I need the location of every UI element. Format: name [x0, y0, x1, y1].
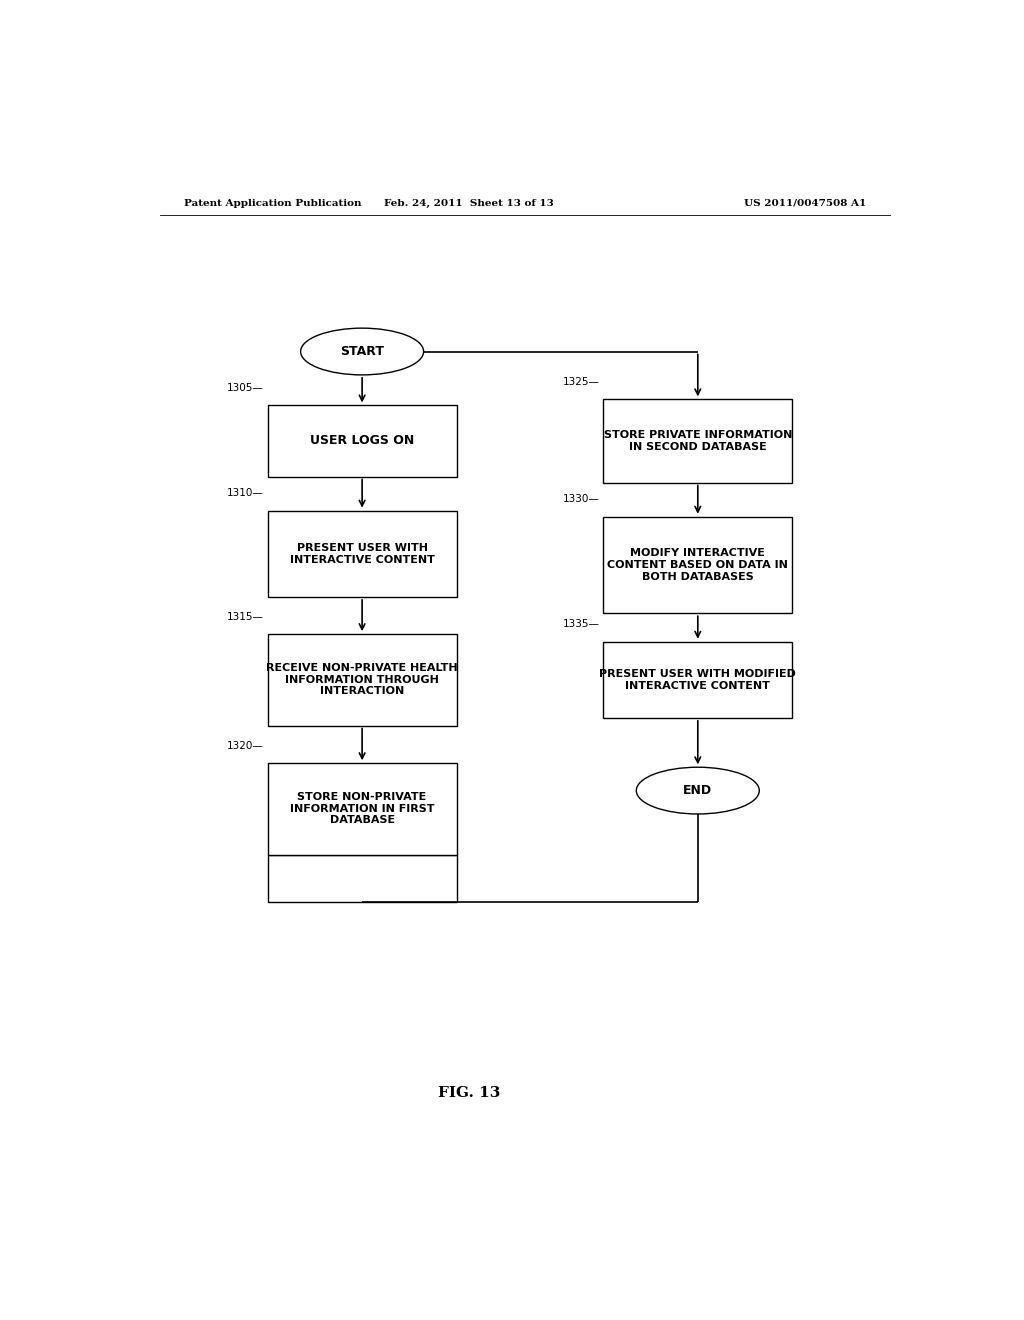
- Ellipse shape: [301, 329, 424, 375]
- Ellipse shape: [636, 767, 760, 814]
- Text: STORE NON-PRIVATE
INFORMATION IN FIRST
DATABASE: STORE NON-PRIVATE INFORMATION IN FIRST D…: [290, 792, 434, 825]
- Text: 1310—: 1310—: [227, 488, 264, 499]
- Text: PRESENT USER WITH MODIFIED
INTERACTIVE CONTENT: PRESENT USER WITH MODIFIED INTERACTIVE C…: [599, 669, 797, 690]
- Text: 1335—: 1335—: [562, 619, 599, 630]
- Text: 1305—: 1305—: [227, 383, 264, 393]
- FancyBboxPatch shape: [267, 511, 457, 597]
- FancyBboxPatch shape: [603, 516, 793, 614]
- Text: 1325—: 1325—: [562, 378, 599, 387]
- FancyBboxPatch shape: [603, 642, 793, 718]
- FancyBboxPatch shape: [267, 634, 457, 726]
- Text: 1315—: 1315—: [227, 611, 264, 622]
- Text: STORE PRIVATE INFORMATION
IN SECOND DATABASE: STORE PRIVATE INFORMATION IN SECOND DATA…: [603, 430, 792, 451]
- Text: Patent Application Publication: Patent Application Publication: [183, 198, 361, 207]
- Text: MODIFY INTERACTIVE
CONTENT BASED ON DATA IN
BOTH DATABASES: MODIFY INTERACTIVE CONTENT BASED ON DATA…: [607, 548, 788, 582]
- Text: 1330—: 1330—: [562, 495, 599, 504]
- FancyBboxPatch shape: [267, 854, 457, 903]
- FancyBboxPatch shape: [267, 763, 457, 854]
- Text: START: START: [340, 345, 384, 358]
- Text: RECEIVE NON-PRIVATE HEALTH
INFORMATION THROUGH
INTERACTION: RECEIVE NON-PRIVATE HEALTH INFORMATION T…: [266, 663, 458, 697]
- Text: USER LOGS ON: USER LOGS ON: [310, 434, 415, 447]
- Text: US 2011/0047508 A1: US 2011/0047508 A1: [743, 198, 866, 207]
- Text: END: END: [683, 784, 713, 797]
- Text: Feb. 24, 2011  Sheet 13 of 13: Feb. 24, 2011 Sheet 13 of 13: [384, 198, 554, 207]
- Text: 1320—: 1320—: [227, 741, 264, 751]
- Text: PRESENT USER WITH
INTERACTIVE CONTENT: PRESENT USER WITH INTERACTIVE CONTENT: [290, 543, 434, 565]
- FancyBboxPatch shape: [267, 405, 457, 477]
- Text: FIG. 13: FIG. 13: [438, 1086, 501, 1101]
- FancyBboxPatch shape: [603, 399, 793, 483]
